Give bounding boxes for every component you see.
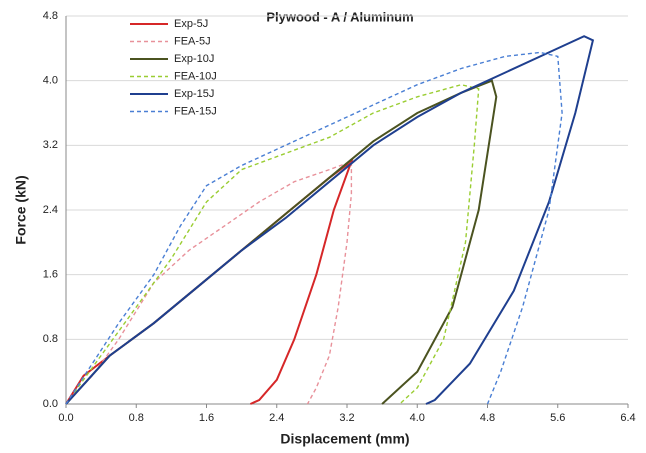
x-tick-label: 0.0: [58, 412, 73, 424]
x-tick-label: 6.4: [620, 412, 635, 424]
series-line: [65, 79, 498, 405]
x-tick-label: 4.0: [410, 412, 425, 424]
y-tick-label: 4.0: [43, 75, 58, 87]
chart-title: Plywood - A / Aluminum: [266, 9, 413, 24]
legend-label: Exp-10J: [174, 53, 214, 65]
legend-label: FEA-5J: [174, 35, 211, 47]
legend-label: FEA-15J: [174, 105, 217, 117]
x-tick-label: 1.6: [199, 412, 214, 424]
y-tick-label: 1.6: [43, 269, 58, 281]
y-tick-label: 0.8: [43, 333, 58, 345]
y-tick-label: 0.0: [43, 398, 58, 410]
y-axis-title: Force (kN): [13, 175, 29, 244]
x-tick-label: 5.6: [550, 412, 565, 424]
y-tick-label: 2.4: [43, 204, 58, 216]
series-line: [65, 51, 563, 405]
legend-label: Exp-5J: [174, 18, 208, 30]
x-tick-label: 0.8: [129, 412, 144, 424]
legend-label: Exp-15J: [174, 88, 214, 100]
y-tick-label: 4.8: [43, 10, 58, 22]
x-tick-label: 4.8: [480, 412, 495, 424]
series-line: [65, 83, 480, 405]
y-tick-label: 3.2: [43, 139, 58, 151]
series-line: [65, 160, 353, 405]
series-line: [65, 35, 595, 405]
x-tick-label: 3.2: [339, 412, 354, 424]
x-tick-label: 2.4: [269, 412, 284, 424]
legend-label: FEA-10J: [174, 70, 217, 82]
x-axis-title: Displacement (mm): [280, 431, 409, 447]
